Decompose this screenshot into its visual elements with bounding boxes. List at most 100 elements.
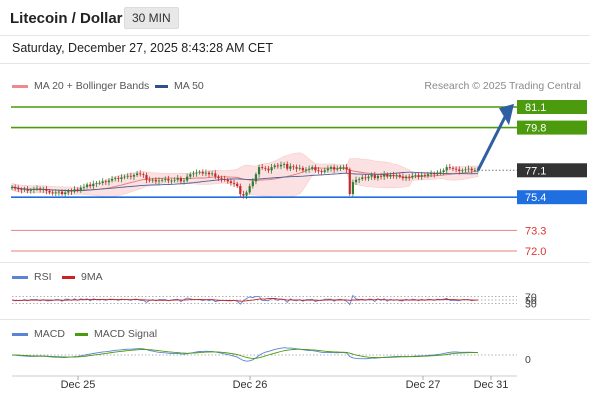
candle-body (401, 176, 405, 179)
candle-body (389, 175, 392, 177)
candle-body (107, 180, 111, 183)
price-label-75.4: 75.4 (525, 192, 546, 204)
candle-body (239, 186, 242, 195)
candle-body (276, 165, 279, 167)
rsi-ma-legend-label: 9MA (81, 271, 103, 283)
candle-body (217, 176, 220, 179)
candle-body (67, 190, 70, 193)
candle-body (420, 175, 423, 177)
candle-body (114, 178, 117, 180)
candle-body (461, 170, 464, 172)
candle-body (442, 170, 445, 172)
candle-body (386, 174, 389, 177)
candle-body (267, 168, 270, 171)
candle-body (257, 167, 261, 175)
price-tag-79.8 (517, 120, 587, 135)
candle-body (142, 174, 145, 176)
rsi-level-label: 70 (525, 291, 537, 303)
forecast-arrow-shaft (476, 114, 508, 171)
candle-body (261, 167, 264, 168)
candle-body (79, 187, 82, 191)
candle-body (289, 166, 292, 169)
candle-body (404, 176, 408, 179)
candle-body (279, 164, 283, 167)
candle-body (151, 179, 154, 181)
candle-body (414, 175, 417, 176)
candle-body (129, 175, 132, 177)
candle-body (198, 171, 201, 173)
candle-body (364, 177, 367, 179)
macd-swatch (12, 332, 28, 336)
candle-body (254, 174, 258, 182)
macd-signal-swatch (75, 332, 88, 336)
candle-body (358, 179, 361, 180)
candle-body (264, 167, 267, 169)
candle-body (207, 172, 211, 175)
candle-body (192, 173, 195, 175)
price-label-77.1: 77.1 (525, 165, 546, 177)
candle-body (32, 189, 35, 191)
chart-header: Litecoin / Dollar 30 MIN (0, 0, 590, 36)
candle-body (392, 175, 395, 176)
candle-body (311, 167, 314, 169)
candle-body (295, 167, 298, 169)
candle-body (139, 173, 142, 175)
candle-body (26, 189, 29, 191)
candle-body (17, 188, 20, 190)
candle-body (201, 171, 204, 174)
candle-body (120, 177, 123, 179)
candle-body (85, 184, 89, 187)
candle-body (476, 170, 480, 172)
candle-body (223, 179, 226, 180)
rsi-level-label: 50 (525, 295, 537, 307)
timeframe-button[interactable]: 30 MIN (124, 7, 179, 29)
candle-body (220, 178, 223, 180)
x-tick-label: Dec 26 (233, 379, 268, 391)
candle-body (251, 181, 254, 187)
candle-body (351, 182, 354, 195)
candle-body (383, 174, 386, 177)
rsi-line (11, 294, 478, 306)
candle-body (98, 182, 101, 184)
macd-zero-label: 0 (525, 354, 531, 366)
rsi-ma-swatch (62, 275, 75, 279)
candle-body (104, 181, 107, 183)
candle-body (342, 167, 345, 168)
candle-body (445, 167, 448, 171)
research-credit: Research © 2025 Trading Central (424, 80, 581, 92)
price-label-72.0: 72.0 (525, 246, 546, 258)
macd-signal-line (12, 348, 478, 359)
candle-body (451, 167, 455, 169)
candle-body (136, 173, 139, 176)
rsi-ma-line (11, 297, 479, 302)
candle-body (82, 186, 86, 188)
candle-body (308, 168, 311, 170)
candle-body (317, 170, 320, 172)
price-tag-77.1 (517, 163, 587, 178)
x-tick-label: Dec 25 (61, 379, 96, 391)
candle-body (470, 168, 473, 171)
candle-body (326, 168, 329, 171)
candle-body (132, 175, 136, 177)
candle-body (29, 190, 32, 191)
candle-body (398, 175, 401, 177)
candle-body (42, 189, 45, 191)
candle-body (23, 189, 26, 191)
candle-body (126, 175, 129, 177)
candle-body (298, 167, 301, 169)
legend-ma50: MA 50 (155, 80, 204, 92)
candle-body (376, 175, 380, 179)
candle-body (242, 194, 245, 196)
candle-body (154, 179, 157, 182)
price-tag-75.4 (517, 190, 587, 205)
candle-body (211, 173, 214, 175)
ma50-swatch (155, 84, 168, 88)
ma50-line (11, 171, 478, 192)
candle-body (179, 178, 182, 182)
candle-body (195, 172, 198, 174)
candle-body (361, 177, 364, 179)
candle-body (301, 167, 304, 171)
candle-body (14, 186, 17, 189)
candle-body (455, 168, 458, 170)
